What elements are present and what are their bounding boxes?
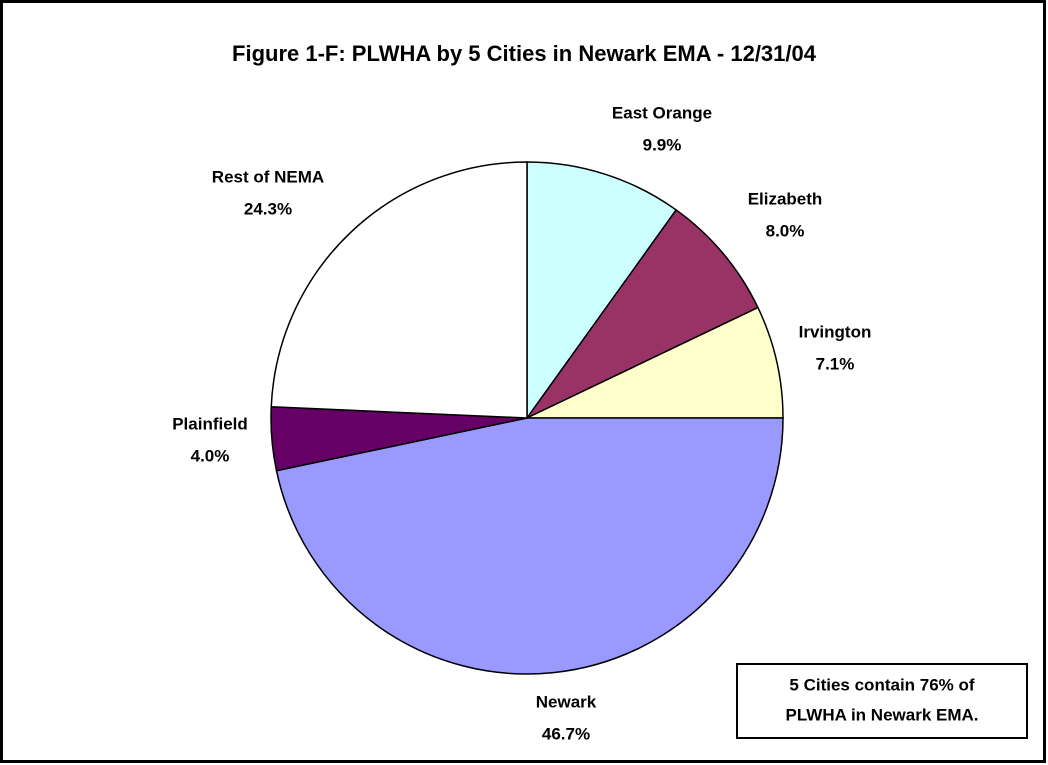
slice-label: East Orange (612, 103, 712, 122)
pie-slice (270, 161, 528, 419)
slice-label: Rest of NEMA (212, 167, 324, 186)
slice-label: Irvington (799, 322, 872, 341)
pie-slice (526, 306, 784, 419)
annotation-box (736, 663, 1028, 739)
slice-label: Plainfield (172, 414, 248, 433)
annotation: PLWHA in Newark EMA. (785, 705, 978, 724)
slice-value-label: 9.9% (643, 135, 682, 154)
pie-slice (526, 161, 678, 421)
chart-title: Figure 1-F: PLWHA by 5 Cities in Newark … (232, 41, 817, 66)
slice-label: Newark (536, 692, 597, 711)
pie-slice (275, 417, 784, 675)
slice-label: Elizabeth (748, 189, 823, 208)
slice-value-label: 8.0% (766, 221, 805, 240)
annotation: 5 Cities contain 76% of (789, 675, 974, 694)
slice-value-label: 4.0% (191, 446, 230, 465)
slice-value-label: 24.3% (244, 199, 292, 218)
slice-value-label: 7.1% (816, 354, 855, 373)
slice-value-label: 46.7% (542, 724, 590, 743)
pie-slice (526, 208, 759, 419)
